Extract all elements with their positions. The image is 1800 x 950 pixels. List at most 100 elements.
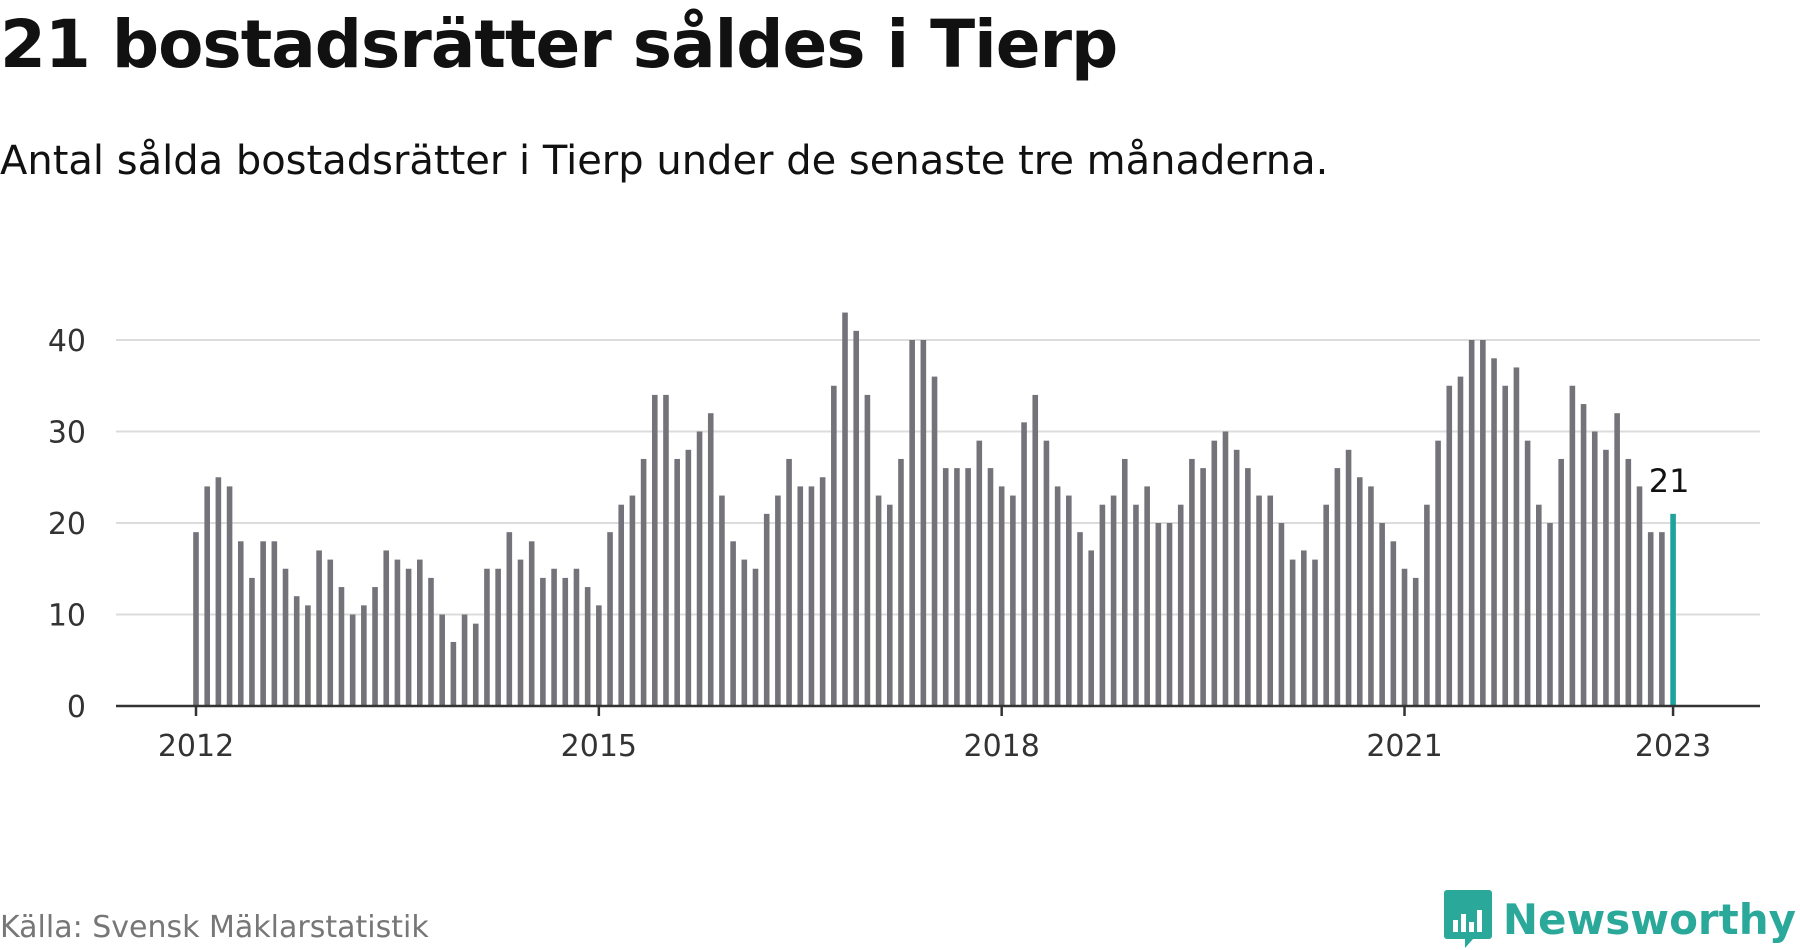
bar (1301, 550, 1307, 706)
bar (864, 394, 871, 706)
bar (1379, 523, 1385, 706)
bar (316, 550, 322, 706)
bar (506, 532, 513, 706)
bar (237, 541, 244, 706)
bar (931, 376, 938, 706)
bar (204, 486, 210, 706)
bar (853, 330, 860, 706)
bar (293, 596, 300, 706)
brand-logo: Newsworthy (1443, 888, 1796, 950)
bar (517, 559, 524, 706)
bar (1647, 532, 1654, 706)
bar (372, 587, 378, 706)
bar (942, 468, 949, 706)
bar (651, 394, 658, 706)
x-tick-label: 2021 (1366, 729, 1442, 764)
bar (875, 495, 882, 706)
bar (461, 614, 468, 706)
bar (618, 504, 625, 706)
bar (540, 577, 546, 706)
y-tick-label: 0 (67, 690, 86, 725)
bar (1345, 449, 1352, 706)
bar (450, 641, 457, 706)
bar-chart-speech-bubble-icon (1443, 890, 1492, 948)
bar (1233, 449, 1240, 706)
bar (1043, 440, 1050, 706)
y-tick-label: 20 (48, 507, 86, 542)
bar (987, 468, 994, 706)
bar (1077, 532, 1083, 706)
bar (1502, 385, 1509, 706)
x-tick-label: 2018 (964, 729, 1040, 764)
bar (1312, 559, 1318, 706)
bar (428, 577, 434, 706)
bar (1446, 385, 1453, 706)
bar (1547, 523, 1553, 706)
bar (1558, 458, 1564, 706)
bar (1491, 358, 1497, 706)
bar (763, 513, 770, 706)
bar (1110, 495, 1117, 706)
bar (1021, 422, 1027, 706)
bar (1457, 376, 1464, 706)
bar (629, 495, 636, 706)
bar (752, 568, 759, 706)
bar (842, 312, 848, 706)
source-note: Källa: Svensk Mäklarstatistik (0, 910, 429, 945)
bar (1088, 550, 1094, 706)
bar (1133, 504, 1139, 706)
bar (1614, 413, 1620, 706)
bar (1177, 504, 1184, 706)
bar (831, 385, 837, 706)
brand-name: Newsworthy (1502, 894, 1796, 944)
bar (1256, 495, 1262, 706)
bar (1356, 477, 1363, 706)
bar (215, 477, 222, 706)
bar (573, 568, 580, 706)
bar (226, 486, 233, 706)
bar (305, 605, 311, 706)
bar (663, 394, 669, 706)
bar (361, 605, 367, 706)
bar (898, 458, 904, 706)
bar (1569, 385, 1576, 706)
bar (998, 486, 1005, 706)
bar (730, 541, 736, 706)
bar (1121, 458, 1128, 706)
bar (1468, 340, 1475, 706)
chart-subtitle: Antal sålda bostadsrätter i Tierp under … (0, 138, 1329, 184)
bar (696, 431, 703, 706)
bar (405, 568, 412, 706)
bar (551, 568, 557, 706)
bar (495, 568, 501, 706)
last-value-label: 21 (1649, 462, 1690, 500)
bar (383, 550, 390, 706)
bar (819, 477, 826, 706)
bar (1010, 495, 1016, 706)
bar (674, 458, 680, 706)
bar (584, 587, 591, 706)
bar (1166, 523, 1173, 706)
bar (909, 340, 915, 706)
bar (1066, 495, 1072, 706)
bar (349, 614, 356, 706)
chart-title: 21 bostadsrätter såldes i Tierp (0, 6, 1118, 83)
bar (1200, 468, 1206, 706)
bar (1144, 486, 1150, 706)
y-tick-label: 10 (48, 599, 86, 634)
bar (1211, 440, 1218, 706)
bar (282, 568, 289, 706)
bar (193, 532, 199, 706)
axes: 0 10 20 30 40 2012 2015 2018 2021 2023 (48, 324, 1760, 764)
bar (954, 468, 960, 706)
bar (528, 541, 535, 706)
bar (327, 559, 334, 706)
bar (1580, 404, 1587, 706)
bars (193, 312, 1676, 706)
bar (707, 413, 714, 706)
bar (1636, 486, 1643, 706)
bar (338, 587, 345, 706)
bar (808, 486, 815, 706)
bar (271, 541, 278, 706)
